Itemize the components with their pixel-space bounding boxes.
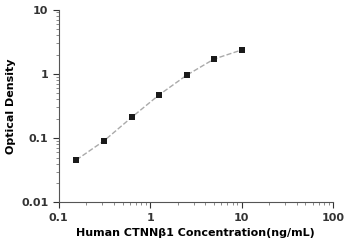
Point [156, 93, 162, 97]
Point [211, 57, 217, 61]
Point [74, 158, 79, 162]
Y-axis label: Optical Density: Optical Density [6, 58, 15, 154]
Point [129, 115, 134, 119]
Point [239, 48, 244, 52]
X-axis label: Human CTNNβ1 Concentration(ng/mL): Human CTNNβ1 Concentration(ng/mL) [77, 228, 315, 238]
Point [184, 73, 189, 77]
Point [101, 139, 107, 143]
